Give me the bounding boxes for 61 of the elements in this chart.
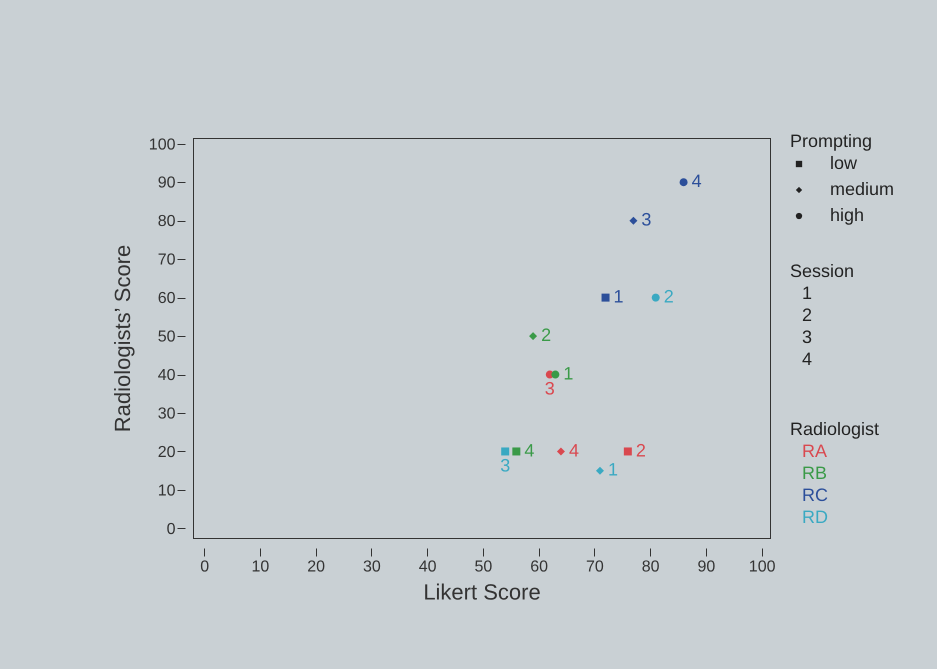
x-tick-label: 40 [418, 558, 437, 576]
annotation: 4 [524, 440, 534, 460]
text: medium [830, 179, 894, 199]
annotation: 3 [500, 455, 510, 476]
y-tick-label: 60 [158, 290, 176, 308]
annotation: 1 [608, 460, 618, 480]
point [512, 447, 520, 456]
text: 3 [802, 327, 812, 347]
point [596, 466, 604, 475]
x-tick-label: 10 [252, 558, 270, 576]
y-tick-label: 30 [158, 406, 176, 422]
text: 2 [802, 305, 812, 325]
y-axis-title: Radiologists’ Score [110, 244, 135, 432]
y-tick-label: 50 [158, 328, 176, 346]
text: high [830, 205, 864, 225]
y-tick-label: 20 [158, 444, 176, 461]
y-tick-label: 100 [148, 136, 176, 154]
x-tick-label: 70 [586, 558, 604, 576]
point [624, 447, 632, 456]
text: 1 [802, 283, 812, 303]
annotation: 4 [692, 171, 702, 192]
point [556, 447, 565, 456]
x-tick-label: 0 [200, 558, 210, 576]
point [551, 370, 560, 379]
annotation: 2 [664, 286, 674, 307]
point [529, 332, 538, 340]
text: RA [802, 441, 828, 461]
x-tick-label: 30 [363, 558, 381, 576]
annotation: 2 [541, 325, 552, 346]
point [629, 216, 638, 225]
y-tick-label: 10 [158, 482, 176, 500]
x-tick-label: 60 [530, 558, 548, 576]
x-tick-label: 90 [697, 558, 716, 576]
point [602, 294, 610, 302]
y-tick-label: 70 [158, 252, 176, 269]
text: RC [802, 485, 828, 505]
y-tick-label: 80 [158, 213, 176, 230]
x-axis-title: Likert Score [423, 580, 541, 604]
point [652, 294, 660, 302]
annotation: 2 [636, 440, 646, 460]
x-tick-label: 20 [307, 558, 326, 576]
x-tick-label: 80 [642, 558, 660, 576]
text: 4 [802, 349, 812, 369]
legend-title: Radiologist [790, 419, 880, 439]
text: Prompting [790, 131, 872, 151]
annotation: 3 [544, 378, 555, 399]
annotation: 4 [568, 440, 579, 460]
y-tick-label: 0 [166, 520, 176, 538]
text: RB [802, 463, 828, 483]
annotation: 3 [641, 210, 652, 230]
text: low [830, 153, 858, 173]
text: RD [802, 507, 828, 527]
point [501, 447, 510, 456]
x-tick-label: 100 [748, 558, 776, 576]
x-tick-label: 50 [474, 558, 492, 576]
annotation: 1 [614, 286, 624, 307]
annotation: 1 [563, 364, 574, 384]
y-tick-label: 40 [158, 367, 176, 384]
y-tick-label: 90 [158, 174, 176, 192]
text: Session [790, 261, 854, 281]
point [680, 178, 688, 186]
